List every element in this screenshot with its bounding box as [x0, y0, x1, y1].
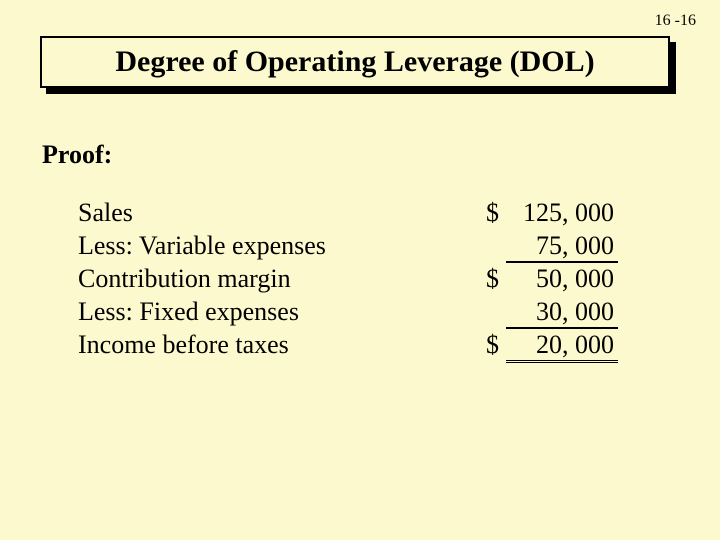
row-value: 20, 000 [506, 330, 618, 360]
table-row: Contribution margin $ 50, 000 [78, 264, 618, 297]
row-label: Less: Variable expenses [78, 231, 438, 261]
currency-prefix: $ [486, 330, 504, 360]
row-value-cell: $ 20, 000 [438, 330, 618, 360]
row-value: 75, 000 [506, 231, 618, 263]
row-value-cell: 75, 000 [438, 231, 618, 263]
row-value-cell: 30, 000 [438, 297, 618, 329]
table-row: Less: Fixed expenses 30, 000 [78, 297, 618, 330]
row-label: Sales [78, 198, 438, 228]
row-value-cell: $ 125, 000 [438, 198, 618, 228]
row-label: Less: Fixed expenses [78, 297, 438, 327]
table-row: Income before taxes $ 20, 000 [78, 330, 618, 363]
row-value-cell: $ 50, 000 [438, 264, 618, 294]
row-value: 30, 000 [506, 297, 618, 329]
currency-prefix: $ [486, 198, 504, 228]
row-label: Contribution margin [78, 264, 438, 294]
table-row: Sales $ 125, 000 [78, 198, 618, 231]
currency-prefix: $ [486, 264, 504, 294]
row-label: Income before taxes [78, 330, 438, 360]
page-number: 16 -16 [655, 12, 696, 30]
row-value: 50, 000 [506, 264, 618, 294]
proof-label: Proof: [42, 140, 112, 170]
title-box: Degree of Operating Leverage (DOL) [40, 36, 670, 88]
title-container: Degree of Operating Leverage (DOL) [40, 36, 676, 94]
table-row: Less: Variable expenses 75, 000 [78, 231, 618, 264]
slide-title: Degree of Operating Leverage (DOL) [115, 45, 594, 79]
row-value: 125, 000 [506, 198, 618, 228]
income-table: Sales $ 125, 000 Less: Variable expenses… [78, 198, 618, 363]
